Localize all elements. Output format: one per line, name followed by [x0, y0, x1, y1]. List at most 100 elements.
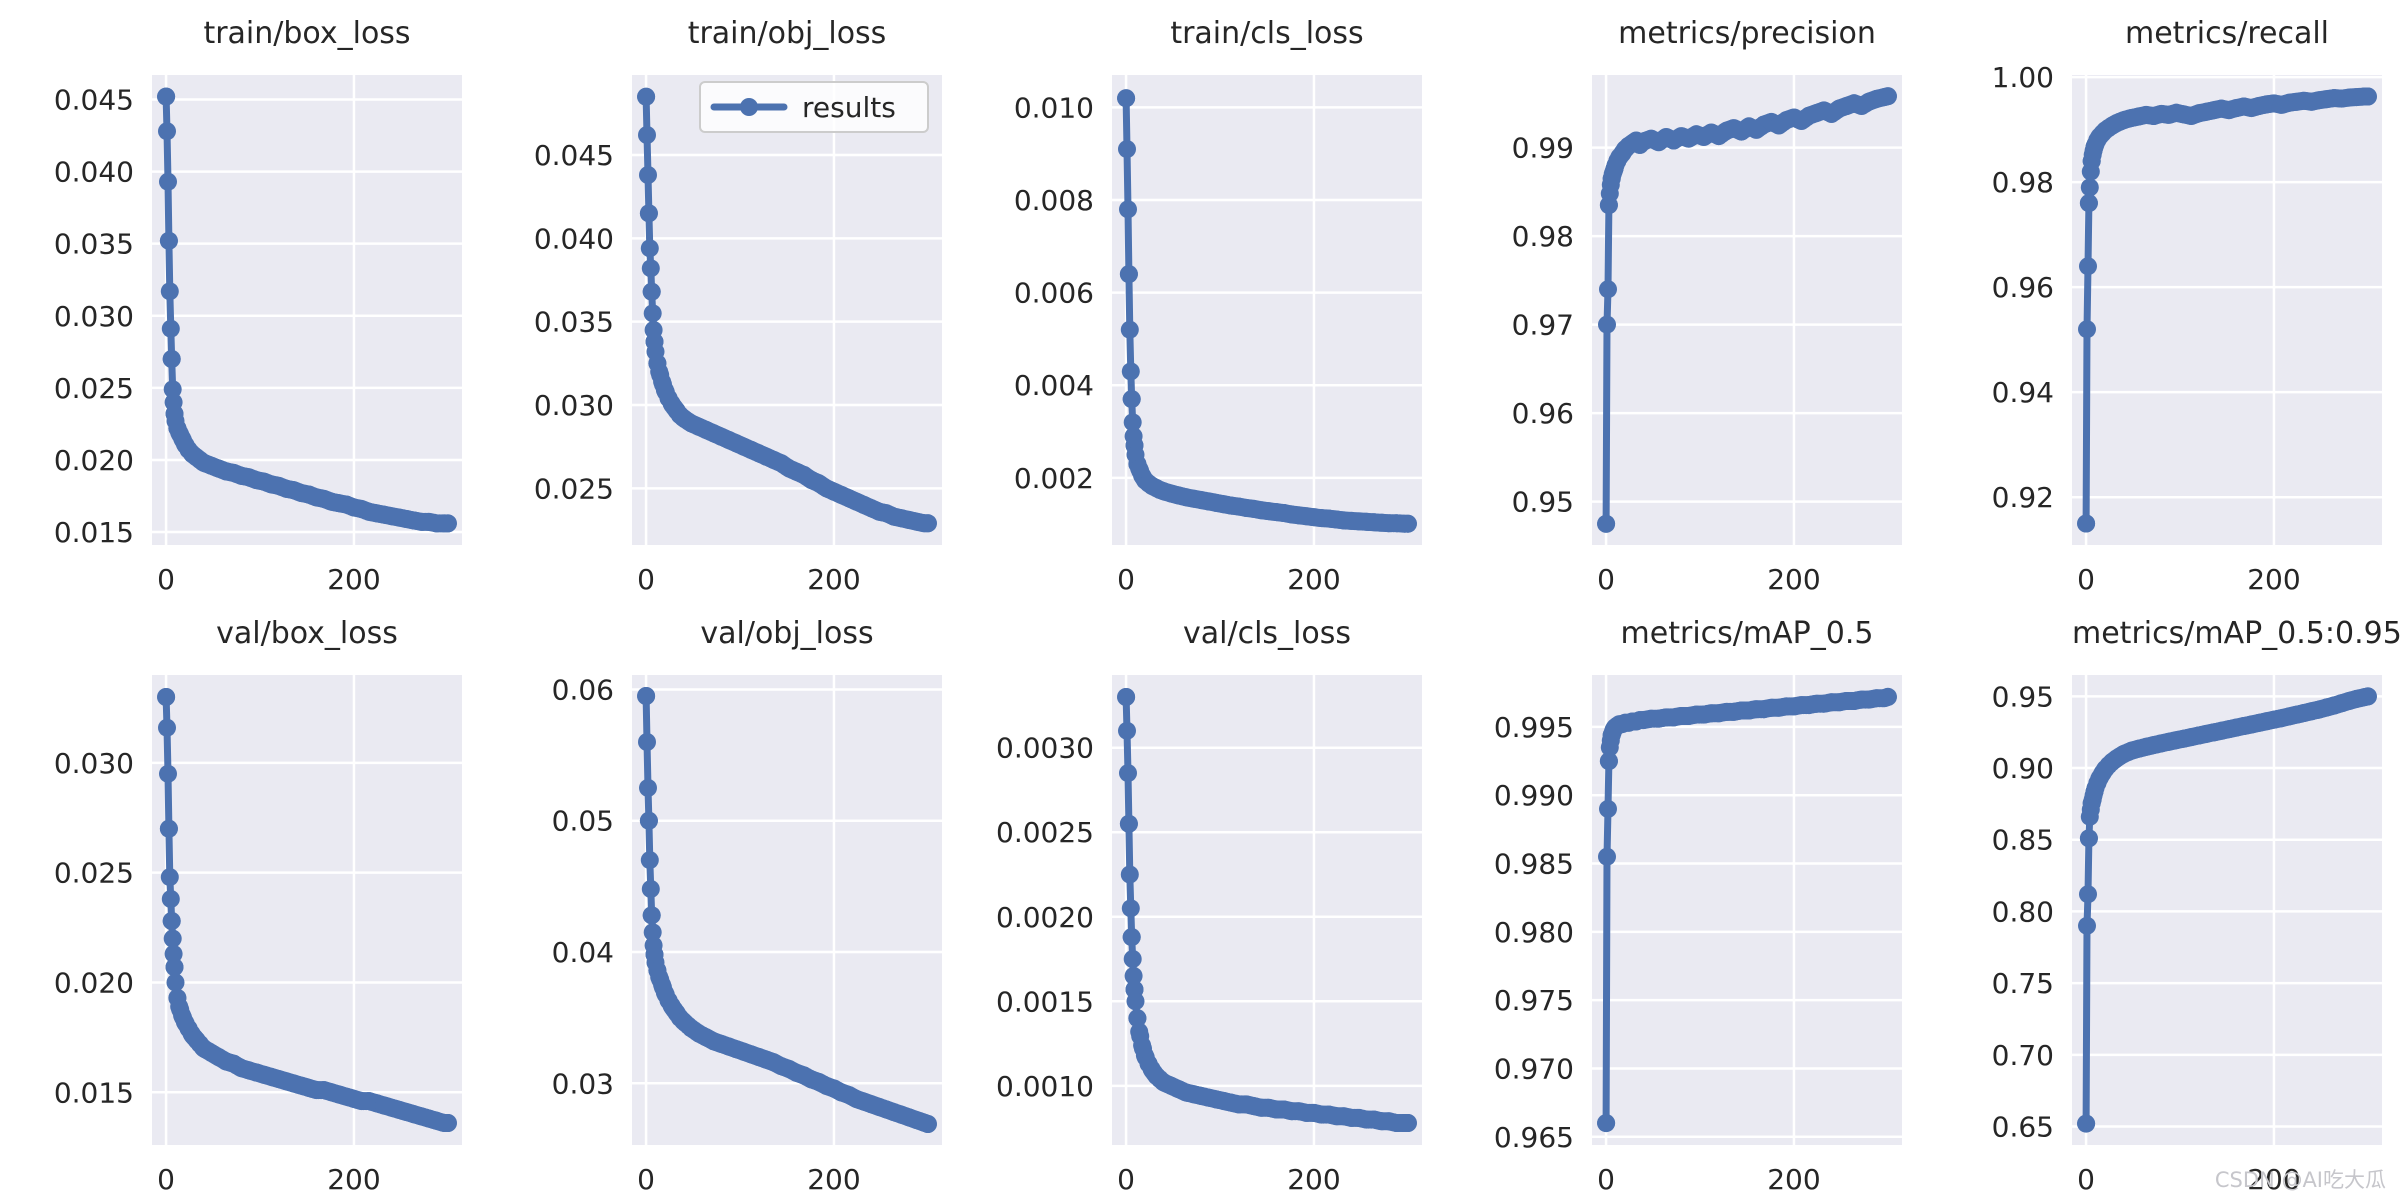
data-point [1117, 688, 1136, 706]
x-tick-label: 200 [1287, 1163, 1340, 1196]
y-tick-label: 0.85 [1992, 824, 2054, 857]
data-point [165, 958, 184, 977]
data-point [2077, 514, 2096, 533]
chart-canvas-metrics-recall: 0.92 0.94 0.96 0.98 1.00 0 200 [1992, 61, 2382, 596]
x-tick-label: 200 [807, 563, 860, 596]
y-tick-label: 0.965 [1494, 1121, 1574, 1154]
data-point [1597, 1114, 1616, 1133]
y-tick-label: 0.040 [54, 156, 134, 189]
data-point [161, 319, 180, 338]
data-point [1599, 752, 1618, 771]
plot-area [1592, 675, 1902, 1145]
data-point [166, 973, 185, 992]
data-point [1130, 1022, 1149, 1041]
y-tick-label: 0.96 [1512, 397, 1574, 430]
y-tick-label: 0.008 [1014, 184, 1094, 217]
data-point [1878, 687, 1897, 706]
x-tick-label: 0 [1597, 1163, 1615, 1196]
data-point [2079, 194, 2098, 213]
y-tick-label: 0.035 [54, 228, 134, 261]
y-tick-label: 0.0010 [996, 1070, 1094, 1103]
y-tick-label: 0.020 [54, 444, 134, 477]
data-point [1119, 265, 1138, 284]
data-point [160, 868, 179, 887]
x-tick-label: 200 [807, 1163, 860, 1196]
data-point [640, 239, 659, 258]
csdn-watermark: CSDN @AI吃大瓜 [2214, 1168, 2386, 1192]
subplot-val-cls-loss: val/cls_loss 0.0010 0.0015 0.0020 0.0025 0.0… [960, 600, 1440, 1200]
data-point [1124, 966, 1143, 985]
subplot-metrics-map05-095: metrics/mAP_0.5:0.95 0.65 0.70 0.75 0.80 0.8… [1920, 600, 2400, 1200]
data-point [1128, 1009, 1147, 1028]
data-point [1598, 847, 1616, 866]
plot-area [1112, 75, 1422, 545]
y-tick-label: 0.95 [1512, 486, 1574, 519]
y-tick-label: 0.020 [54, 966, 134, 999]
data-point [918, 514, 937, 533]
y-tick-label: 0.025 [54, 857, 134, 890]
chart-canvas-metrics-map05: 0.965 0.970 0.975 0.980 0.985 0.990 0.995 0 200 [1494, 675, 1902, 1196]
plot-area [1592, 75, 1902, 545]
y-tick-label: 0.98 [1512, 220, 1574, 253]
data-point [161, 890, 180, 908]
subplot-metrics-map05: metrics/mAP_0.5 0.965 0.970 0.975 0.980 0.98… [1440, 600, 1920, 1200]
y-tick-label: 0.985 [1494, 848, 1574, 881]
data-point [1120, 865, 1139, 884]
series-results [1117, 688, 1417, 1132]
y-tick-label: 0.002 [1014, 462, 1094, 495]
y-tick-label: 0.70 [1992, 1039, 2054, 1072]
y-tick-label: 1.00 [1992, 61, 2054, 94]
data-point [1878, 87, 1897, 106]
plot-area [1112, 675, 1422, 1145]
data-point [1597, 514, 1616, 533]
x-tick-label: 200 [2247, 1163, 2300, 1196]
chart-canvas-val-obj-loss: 0.03 0.04 0.05 0.06 0 200 [552, 673, 942, 1196]
x-tick-label: 0 [637, 1163, 655, 1196]
y-tick-label: 0.75 [1992, 967, 2054, 1000]
plot-area [2072, 75, 2382, 545]
chart-title-train-obj-loss: train/obj_loss [687, 16, 887, 51]
x-tick-label: 0 [637, 563, 655, 596]
y-tick-label: 0.995 [1494, 711, 1574, 744]
y-tick-label: 0.035 [534, 306, 614, 339]
y-tick-label: 0.0030 [996, 732, 1094, 765]
y-tick-label: 0.030 [54, 747, 134, 780]
data-point [2077, 1114, 2096, 1133]
y-tick-label: 0.03 [552, 1067, 614, 1100]
data-point [1599, 280, 1617, 299]
data-point [638, 126, 656, 144]
data-point [159, 764, 177, 783]
y-tick-label: 0.045 [54, 84, 134, 117]
x-tick-label: 200 [327, 1163, 380, 1196]
y-tick-label: 0.06 [552, 673, 614, 706]
legend-label: results [802, 91, 896, 124]
data-point [1118, 140, 1136, 159]
subplot-val-box-loss: val/box_loss 0.015 0.020 0.025 0.030 0 200 [0, 600, 480, 1200]
y-tick-label: 0.80 [1992, 895, 2054, 928]
data-point [162, 350, 181, 368]
data-point [1123, 413, 1142, 432]
chart-title-train-cls-loss: train/cls_loss [1170, 16, 1364, 51]
y-tick-label: 0.015 [54, 516, 134, 549]
legend-box [699, 81, 929, 133]
subplot-metrics-recall: metrics/recall 0.92 0.94 0.96 0.98 1.00 0 200 [1920, 0, 2400, 600]
chart-title-metrics-recall: metrics/recall [2124, 16, 2330, 51]
data-point [639, 811, 658, 830]
series-results [1597, 87, 1897, 533]
data-point [2079, 885, 2097, 904]
data-point [1119, 200, 1137, 219]
x-tick-label: 200 [1767, 563, 1820, 596]
y-tick-label: 0.0015 [996, 985, 1094, 1018]
y-tick-label: 0.97 [1512, 309, 1574, 342]
data-point [438, 1114, 457, 1132]
chart-title-train-box-loss: train/box_loss [203, 16, 411, 51]
y-tick-label: 0.006 [1014, 277, 1094, 310]
data-point [637, 87, 656, 106]
data-point [637, 687, 656, 705]
data-point [1122, 928, 1141, 947]
data-point [643, 304, 662, 323]
data-point [1118, 721, 1136, 740]
x-tick-label: 0 [157, 563, 175, 596]
data-point [643, 923, 662, 942]
